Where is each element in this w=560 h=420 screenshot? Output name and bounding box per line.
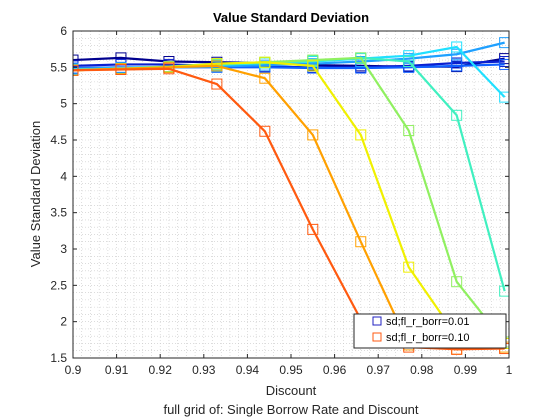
series-marker (451, 276, 463, 288)
x-tick-label: 0.91 (105, 363, 129, 377)
x-axis-label: Discount (266, 383, 317, 398)
legend-entry-label: sd;fl_r_borr=0.01 (386, 316, 469, 328)
y-tick-label: 5 (60, 97, 67, 111)
y-tick-label: 2 (60, 315, 67, 329)
y-tick-label: 1.5 (50, 351, 67, 365)
y-tick-label: 2.5 (50, 278, 67, 292)
series-marker (355, 129, 367, 141)
y-tick-label: 6 (60, 24, 67, 38)
series-marker (355, 236, 367, 248)
series-marker (259, 56, 271, 68)
series-marker (499, 58, 509, 70)
x-tick-label: 0.92 (149, 363, 173, 377)
series-marker (499, 285, 509, 297)
x-tick-label: 0.94 (236, 363, 260, 377)
y-tick-label: 5.5 (50, 60, 67, 74)
y-axis-label: Value Standard Deviation (28, 121, 43, 267)
series-marker (451, 48, 463, 60)
series-marker (115, 64, 127, 76)
series-marker (355, 52, 367, 64)
x-tick-label: 0.99 (454, 363, 478, 377)
series-marker (259, 125, 271, 137)
legend-entry-label: sd;fl_r_borr=0.10 (386, 332, 469, 344)
series-marker (73, 54, 79, 66)
legend: sd;fl_r_borr=0.01 sd;fl_r_borr=0.10 (353, 313, 507, 349)
series-marker (499, 37, 509, 49)
series-marker (403, 125, 415, 137)
x-tick-label: 1 (506, 363, 513, 377)
series-marker (307, 129, 319, 141)
x-tick-label: 0.95 (279, 363, 303, 377)
x-tick-label: 0.93 (192, 363, 216, 377)
y-tick-label: 3 (60, 242, 67, 256)
x-tick-label: 0.97 (367, 363, 391, 377)
x-tick-label: 0.9 (65, 363, 82, 377)
series-marker (259, 72, 271, 84)
series-marker (451, 41, 463, 53)
x-tick-label: 0.96 (323, 363, 347, 377)
series-marker (403, 56, 415, 68)
y-tick-label: 4.5 (50, 133, 67, 147)
figure-footer: full grid of: Single Borrow Rate and Dis… (163, 402, 418, 417)
series-marker (73, 64, 79, 76)
y-tick-label: 3.5 (50, 206, 67, 220)
x-tick-label: 0.98 (410, 363, 434, 377)
series-marker (499, 91, 509, 103)
legend-box (353, 313, 507, 349)
series-marker (307, 60, 319, 72)
plot-area (73, 31, 509, 358)
series-marker (163, 63, 175, 75)
y-tick-label: 4 (60, 169, 67, 183)
series-marker (451, 109, 463, 121)
series-marker (403, 261, 415, 273)
ticks: 0.9 0.91 0.92 0.93 0.94 0.95 0.96 0.97 0.98 0.99 1… (50, 24, 512, 377)
series-marker (451, 60, 463, 72)
chart-title: Value Standard Deviation (213, 10, 369, 25)
series-marker (211, 60, 223, 72)
legend-swatch (372, 332, 382, 342)
legend-swatch (372, 316, 382, 326)
series-marker (211, 78, 223, 90)
series-marker (307, 223, 319, 235)
